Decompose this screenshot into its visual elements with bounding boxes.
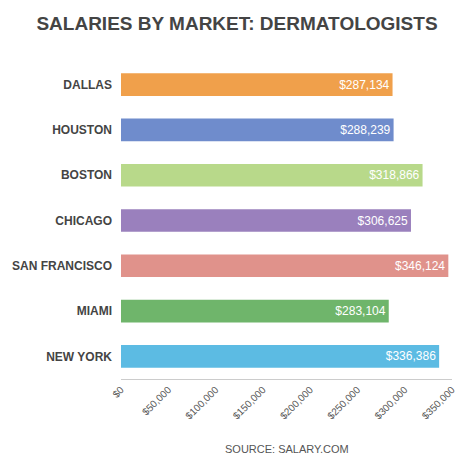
svg-text:BOSTON: BOSTON [61, 168, 112, 182]
svg-text:$336,386: $336,386 [386, 349, 436, 363]
svg-text:$318,866: $318,866 [369, 168, 419, 182]
svg-text:DALLAS: DALLAS [63, 78, 112, 92]
svg-text:$50,000: $50,000 [140, 384, 174, 418]
svg-text:$283,104: $283,104 [335, 304, 385, 318]
svg-text:$100,000: $100,000 [183, 384, 221, 422]
svg-text:HOUSTON: HOUSTON [52, 123, 112, 137]
svg-text:$150,000: $150,000 [231, 384, 269, 422]
svg-text:NEW YORK: NEW YORK [46, 350, 112, 364]
svg-text:$287,134: $287,134 [339, 78, 389, 92]
svg-text:$300,000: $300,000 [372, 384, 410, 422]
svg-text:$346,124: $346,124 [395, 259, 445, 273]
svg-text:SOURCE: SALARY.COM: SOURCE: SALARY.COM [225, 443, 349, 455]
svg-text:$350,000: $350,000 [420, 384, 458, 422]
svg-text:$288,239: $288,239 [340, 123, 390, 137]
svg-text:$200,000: $200,000 [278, 384, 316, 422]
svg-text:$0: $0 [110, 384, 126, 400]
svg-text:$250,000: $250,000 [325, 384, 363, 422]
svg-text:$306,625: $306,625 [358, 214, 408, 228]
svg-text:SAN FRANCISCO: SAN FRANCISCO [12, 259, 112, 273]
svg-text:SALARIES BY MARKET: DERMATOLOG: SALARIES BY MARKET: DERMATOLOGISTS [36, 13, 437, 34]
svg-text:CHICAGO: CHICAGO [55, 214, 112, 228]
svg-text:MIAMI: MIAMI [77, 304, 112, 318]
